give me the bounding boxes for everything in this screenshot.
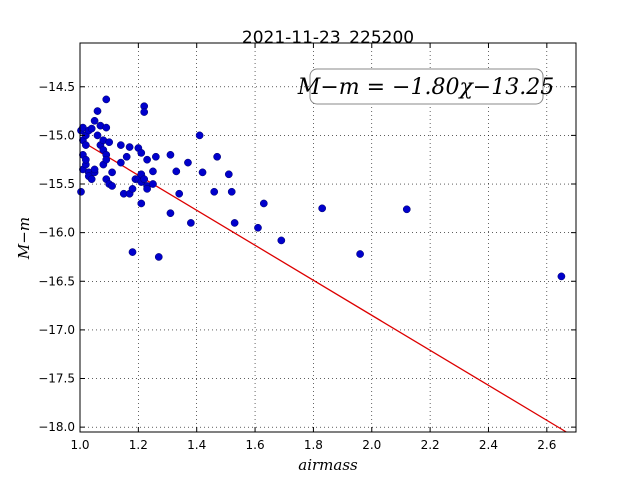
data-point [116, 158, 125, 167]
x-tick-label: 2.2 [421, 438, 440, 452]
data-point [318, 204, 327, 213]
data-point [77, 187, 85, 196]
plot-frame [79, 42, 577, 433]
x-axis-ticks: 1.0 1.2 1.4 1.6 1.8 2.0 2.2 2.4 2.6 [70, 43, 556, 452]
data-point [143, 185, 151, 193]
x-tick-label: 1.2 [129, 438, 148, 452]
data-point [149, 167, 157, 176]
data-point [154, 253, 163, 261]
annotation-frame [309, 68, 544, 105]
data-point [227, 187, 236, 196]
data-point [90, 165, 99, 174]
data-point [116, 141, 125, 149]
y-tick-label: −15.0 [38, 128, 75, 142]
data-point [93, 131, 102, 140]
data-points [77, 95, 566, 281]
data-point [108, 182, 116, 190]
x-tick-label: 1.8 [304, 438, 323, 452]
data-point [402, 205, 411, 214]
data-point [87, 124, 96, 133]
data-point [557, 272, 566, 281]
data-point [140, 108, 149, 116]
data-point [102, 123, 111, 132]
x-tick-label: 1.0 [70, 438, 89, 452]
x-axis-label: airmass [298, 456, 358, 474]
x-tick-label: 2.6 [537, 438, 556, 452]
fit-equation-label: M−m = −1.80χ−13.25 [297, 75, 554, 100]
data-point [210, 187, 219, 196]
fit-line-group [79, 139, 567, 433]
y-tick-label: −16.5 [38, 274, 75, 288]
y-tick-label: −17.0 [38, 323, 75, 337]
y-tick-label: −14.5 [38, 80, 75, 94]
data-point [166, 209, 175, 218]
data-point [137, 199, 146, 208]
data-point [81, 155, 90, 164]
data-point [259, 199, 268, 208]
data-point [122, 152, 131, 161]
y-tick-label: −18.0 [38, 420, 75, 434]
x-tick-label: 2.0 [362, 438, 381, 452]
data-point [125, 143, 134, 151]
y-tick-label: −17.5 [38, 372, 75, 386]
data-point [224, 170, 233, 179]
data-point [175, 189, 184, 198]
data-point [140, 175, 149, 183]
data-point [102, 95, 111, 104]
data-point [105, 138, 114, 147]
data-point [87, 175, 96, 183]
y-tick-label: −16.0 [38, 226, 75, 240]
data-point [187, 219, 195, 227]
plot-area [80, 43, 576, 432]
data-point [137, 149, 146, 157]
data-point [152, 152, 160, 161]
data-point [90, 116, 99, 125]
data-point [195, 131, 204, 140]
data-point [277, 236, 286, 245]
data-point [184, 158, 192, 167]
x-tick-label: 1.4 [187, 438, 206, 452]
data-point [254, 223, 262, 232]
y-axis-label: M−m [15, 217, 33, 260]
data-point [213, 152, 221, 161]
data-point [108, 168, 116, 177]
y-axis-ticks: −14.5 −15.0 −15.5 −16.0 −16.5 −17.0 −17.5 −18.0 [38, 80, 576, 434]
x-tick-label: 2.4 [479, 438, 498, 452]
data-point [81, 141, 90, 149]
x-tick-label: 1.6 [246, 438, 265, 452]
data-point [356, 250, 364, 258]
data-point [166, 150, 175, 159]
data-point [102, 155, 111, 164]
data-point [149, 180, 157, 188]
data-point [128, 248, 137, 256]
annotation-box: M−m = −1.80χ−13.25 [297, 68, 554, 105]
data-point [143, 155, 151, 164]
y-tick-label: −15.5 [38, 177, 75, 191]
data-point [198, 168, 207, 177]
data-point [93, 107, 102, 115]
fit-line [79, 139, 567, 433]
data-point [230, 219, 239, 227]
data-point [128, 185, 137, 193]
data-point [172, 167, 181, 176]
